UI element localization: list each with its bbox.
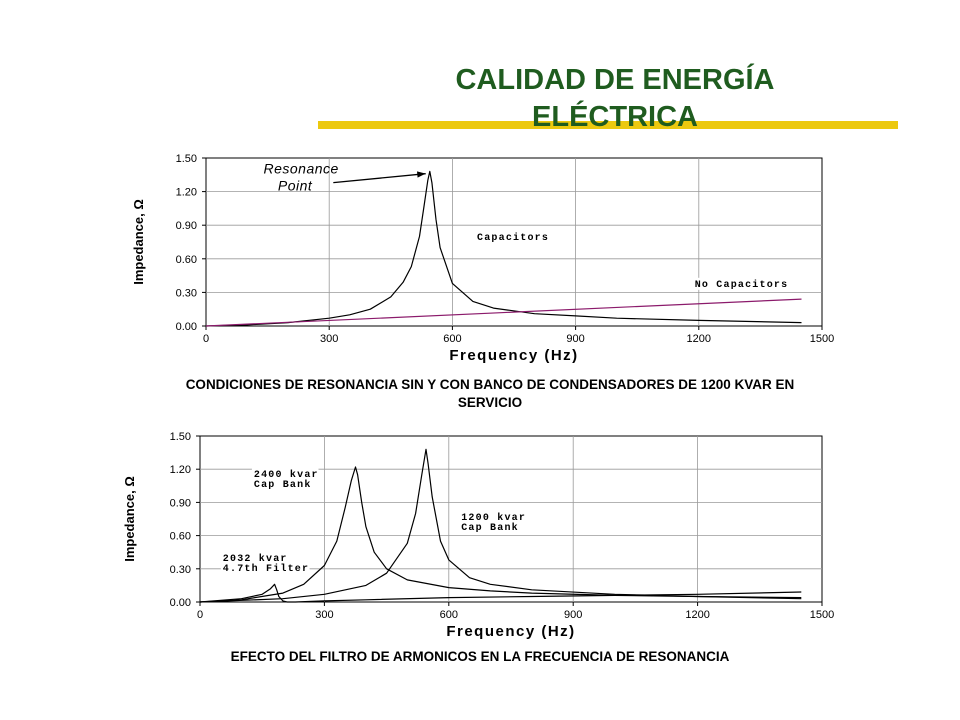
title-line-1: CALIDAD DE ENERGÍA (455, 64, 775, 96)
caption-chart-1-line-2: SERVICIO (457, 395, 523, 410)
series-line-1 (205, 170, 802, 327)
y-tick-label: 1.20 (176, 187, 197, 199)
x-tick-label: 600 (443, 333, 461, 345)
chart-annotation: Cap Bank (254, 479, 312, 491)
chart-annotation: No Capacitors (695, 279, 789, 291)
y-tick-label: 0.30 (170, 564, 191, 576)
x-tick-label: 1500 (810, 609, 834, 621)
caption-chart-1: CONDICIONES DE RESONANCIA SIN Y CON BANC… (110, 376, 870, 412)
y-tick-label: 0.00 (170, 597, 191, 609)
chart-annotation: Resonance (263, 161, 338, 177)
caption-chart-1-line-1: CONDICIONES DE RESONANCIA SIN Y CON BANC… (185, 377, 795, 392)
annotation-bg (692, 277, 789, 290)
series-line-3 (199, 583, 802, 603)
x-tick-label: 300 (315, 609, 333, 621)
y-axis-title: Impedance, Ω (131, 199, 146, 285)
x-tick-label: 600 (440, 609, 458, 621)
y-tick-label: 0.30 (176, 287, 197, 299)
y-tick-label: 1.50 (176, 153, 197, 165)
y-tick-label: 1.20 (170, 464, 191, 476)
annotation-bg (459, 521, 519, 534)
y-tick-label: 0.90 (176, 220, 197, 232)
x-tick-label: 1200 (685, 609, 709, 621)
y-axis-title: Impedance, Ω (122, 476, 137, 562)
page-title: CALIDAD DE ENERGÍA ELÉCTRICA (380, 62, 850, 136)
annotation-bg (220, 562, 310, 575)
chart-annotation: Capacitors (477, 232, 549, 244)
y-tick-label: 0.60 (170, 531, 191, 543)
annotation-arrow (333, 173, 426, 184)
y-tick-label: 0.90 (170, 497, 191, 509)
x-tick-label: 900 (566, 333, 584, 345)
x-tick-label: 0 (197, 609, 203, 621)
y-tick-label: 0.60 (176, 254, 197, 266)
annotation-bg (459, 511, 526, 524)
x-tick-label: 0 (203, 333, 209, 345)
title-line-2: ELÉCTRICA (532, 101, 698, 133)
annotation-bg (251, 477, 312, 490)
chart-annotation: 4.7th Filter (223, 563, 309, 575)
y-tick-label: 0.00 (176, 321, 197, 333)
title-underline-bar (318, 121, 898, 129)
series-line-2 (199, 448, 802, 603)
series-line-2 (205, 298, 802, 327)
annotation-arrowhead (416, 171, 426, 178)
chart-annotation: Cap Bank (461, 522, 519, 534)
x-tick-label: 1500 (810, 333, 834, 345)
annotation-bg (475, 230, 550, 243)
annotation-bg (251, 467, 319, 480)
x-tick-label: 900 (564, 609, 582, 621)
caption-chart-2: EFECTO DEL FILTRO DE ARMONICOS EN LA FRE… (230, 649, 730, 664)
y-tick-label: 1.50 (170, 431, 191, 443)
x-axis-title: Frequency (Hz) (449, 347, 578, 364)
annotation-bg (220, 552, 288, 565)
x-tick-label: 300 (320, 333, 338, 345)
x-tick-label: 1200 (687, 333, 711, 345)
series-line-1 (199, 466, 802, 603)
chart-annotation: Point (278, 177, 313, 193)
x-axis-title: Frequency (Hz) (446, 623, 575, 640)
